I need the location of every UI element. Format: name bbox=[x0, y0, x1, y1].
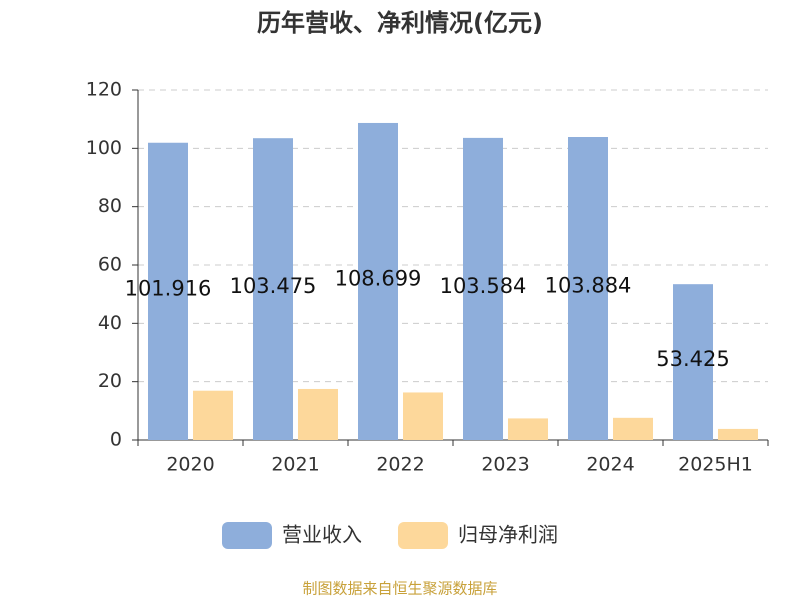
bar bbox=[298, 388, 338, 440]
legend-swatch bbox=[222, 522, 272, 549]
legend-swatch bbox=[398, 522, 448, 549]
x-tick-label: 2023 bbox=[481, 454, 529, 476]
legend-label: 归母净利润 bbox=[458, 523, 558, 547]
bar bbox=[148, 142, 188, 440]
data-label: 103.475 bbox=[230, 274, 317, 298]
legend-label: 营业收入 bbox=[282, 523, 362, 547]
bar bbox=[253, 138, 293, 440]
chart-title: 历年营收、净利情况(亿元) bbox=[257, 9, 543, 37]
x-tick-label: 2020 bbox=[166, 454, 214, 476]
bar bbox=[403, 392, 443, 440]
bar bbox=[508, 418, 548, 440]
data-label: 108.699 bbox=[335, 266, 422, 290]
bar bbox=[613, 417, 653, 440]
bar bbox=[463, 137, 503, 440]
y-tick-label: 0 bbox=[110, 429, 122, 451]
y-tick-label: 80 bbox=[98, 195, 122, 217]
x-tick-label: 2024 bbox=[586, 454, 634, 476]
y-tick-label: 20 bbox=[98, 370, 122, 392]
x-tick-label: 2022 bbox=[376, 454, 424, 476]
x-tick-label: 2025H1 bbox=[678, 454, 753, 476]
source-note: 制图数据来自恒生聚源数据库 bbox=[302, 580, 497, 598]
bar bbox=[193, 390, 233, 440]
y-tick-label: 100 bbox=[86, 137, 122, 159]
data-label: 103.584 bbox=[440, 274, 527, 298]
bar bbox=[568, 137, 608, 440]
data-label: 103.884 bbox=[545, 274, 632, 298]
data-label: 53.425 bbox=[656, 347, 729, 371]
bar bbox=[673, 284, 713, 440]
y-tick-label: 40 bbox=[98, 312, 122, 334]
bar bbox=[358, 122, 398, 441]
data-label: 101.916 bbox=[125, 276, 212, 300]
y-tick-label: 60 bbox=[98, 254, 122, 276]
y-tick-label: 120 bbox=[86, 79, 122, 101]
x-tick-label: 2021 bbox=[271, 454, 319, 476]
bar bbox=[718, 428, 758, 440]
